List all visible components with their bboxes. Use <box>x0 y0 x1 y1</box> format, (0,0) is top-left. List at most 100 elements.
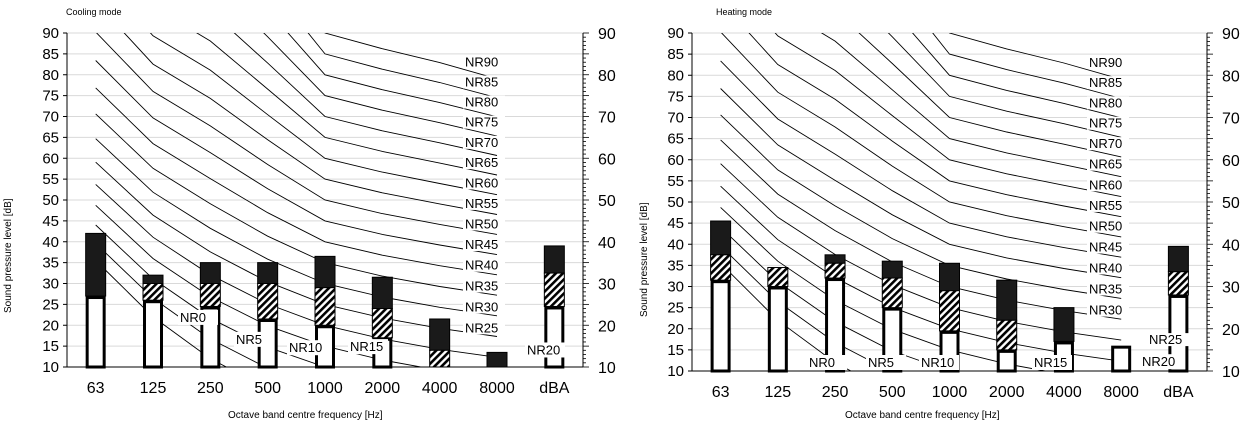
nr-curve <box>858 33 1122 158</box>
nr-label: NR20 <box>1142 354 1175 369</box>
nr-label: NR90 <box>465 55 498 70</box>
cooling-chart-panel: Cooling mode Sound pressure level [dB] N… <box>3 7 616 421</box>
bar-solid-band <box>486 351 508 368</box>
y2-tick-label: 20 <box>598 318 616 335</box>
nr-label: NR55 <box>465 196 498 211</box>
y-tick-label: 20 <box>667 321 684 338</box>
nr-curve <box>721 33 1122 238</box>
nr-label: NR0 <box>809 355 835 370</box>
y-tick-label: 55 <box>42 171 59 188</box>
y-tick-label: 25 <box>42 296 59 313</box>
y2-tick-label: 40 <box>1222 237 1240 254</box>
x-tick-label: 1000 <box>932 384 968 401</box>
y-tick-label: 40 <box>667 236 684 253</box>
y-tick-label: 50 <box>42 192 59 209</box>
nr-label: NR30 <box>1089 303 1122 318</box>
y-tick-label: 45 <box>42 213 59 230</box>
nr-label: NR10 <box>921 355 954 370</box>
nr-label: NR60 <box>1089 177 1122 192</box>
y2-tick-label: 10 <box>598 360 616 377</box>
bar-solid-band <box>199 262 221 284</box>
nr-label: NR55 <box>1089 198 1122 213</box>
y2-tick-label: 60 <box>598 151 616 168</box>
y-tick-label: 35 <box>667 257 684 274</box>
nr-curve <box>287 33 498 118</box>
nr-label: NR35 <box>465 278 498 293</box>
bar-hatched-band <box>199 283 221 307</box>
x-tick-label: 8000 <box>479 380 515 397</box>
y-tick-label: 25 <box>667 300 684 317</box>
bar-hatched-band <box>767 266 789 287</box>
y-tick-label: 15 <box>667 342 684 359</box>
nr-curve <box>720 114 1122 299</box>
nr-curve <box>95 113 498 296</box>
nr-label: NR50 <box>465 216 498 231</box>
y2-tick-label: 80 <box>598 68 616 85</box>
nr-curve <box>774 33 1122 198</box>
bar-open-band <box>544 306 565 369</box>
axes: 10 15 20 25 30 35 40 45 50 55 60 65 70 75 80 85 90 10 20 30… <box>667 25 1240 401</box>
nr-label: NR40 <box>1089 261 1122 276</box>
nr-curve <box>748 33 1122 218</box>
y2-tick-label: 40 <box>598 235 616 252</box>
nr-curve <box>95 138 498 317</box>
x-tick-label: 8000 <box>1103 384 1139 401</box>
x-tick-label: 4000 <box>422 380 458 397</box>
x-tick-label: 125 <box>140 380 167 397</box>
y-tick-label: 90 <box>667 25 684 42</box>
bar-solid-band <box>1053 307 1075 342</box>
y-axis-label: Sound pressure level [dB] <box>639 202 650 317</box>
bar-open-band <box>767 286 788 373</box>
nr-curve <box>307 33 498 99</box>
y-tick-label: 70 <box>667 110 684 127</box>
y-tick-label: 60 <box>667 152 684 169</box>
nr-label: NR45 <box>465 237 498 252</box>
y-tick-label: 60 <box>42 150 59 167</box>
x-tick-label: 500 <box>879 384 906 401</box>
y-tick-label: 15 <box>42 338 59 355</box>
y2-tick-label: 70 <box>598 110 616 127</box>
y2-tick-label: 30 <box>598 277 616 294</box>
x-tick-label: 250 <box>197 380 224 397</box>
x-tick-label: dBA <box>1163 384 1194 401</box>
bar-open-band <box>143 300 163 369</box>
nr-curve <box>196 33 498 176</box>
bar-hatched-band <box>1167 271 1189 296</box>
y-tick-label: 10 <box>42 359 59 376</box>
y2-tick-label: 50 <box>598 193 616 210</box>
nr-label: NR25 <box>1149 332 1182 347</box>
nr-label: NR50 <box>1089 219 1122 234</box>
bar-solid-band <box>710 220 732 256</box>
bar-hatched-band <box>314 287 336 326</box>
nr-label: NR0 <box>180 310 206 325</box>
nr-label: NR40 <box>465 258 498 273</box>
bar-solid-band <box>881 260 903 279</box>
nr-curve <box>820 33 1122 178</box>
y-tick-label: 70 <box>42 109 59 126</box>
bar-solid-band <box>939 262 960 292</box>
bar-solid-band <box>142 274 164 284</box>
bar-hatched-band <box>710 254 732 281</box>
nr-curve <box>95 87 498 276</box>
nr-label: NR85 <box>1089 75 1122 90</box>
nr-label: NR25 <box>465 320 498 335</box>
x-axis-label: Octave band centre frequency [Hz] <box>845 410 1000 421</box>
nr-label: NR80 <box>1089 95 1122 110</box>
bar-solid-band <box>824 254 846 264</box>
bar-hatched-band <box>371 308 393 339</box>
bar-solid-band <box>371 276 393 310</box>
x-tick-label: 63 <box>87 380 105 397</box>
y-tick-label: 75 <box>42 88 59 105</box>
nr-labels: NR0 NR5 NR10 NR15 NR20 NR25 NR30 NR35 NR40 NR45 NR… <box>807 55 1189 370</box>
bar-hatched-band <box>429 349 451 368</box>
nr-label: NR90 <box>1089 55 1122 70</box>
bar-hatched-band <box>142 283 164 301</box>
bar-open-band <box>996 349 1017 373</box>
nr-label: NR5 <box>868 355 894 370</box>
nr-curve <box>720 60 1122 258</box>
bar-hatched-band <box>939 290 960 332</box>
nr-label: NR5 <box>236 332 262 347</box>
y-tick-label: 20 <box>42 317 59 334</box>
bar-open-band <box>85 296 106 369</box>
nr-curve <box>912 33 1122 119</box>
